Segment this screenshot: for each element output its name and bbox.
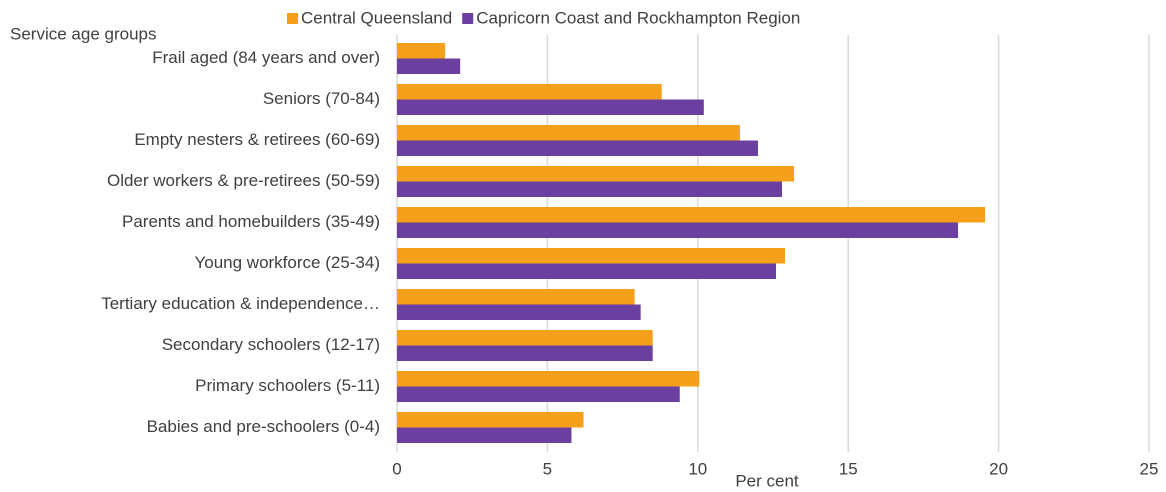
bar <box>397 412 584 428</box>
bar <box>397 84 662 100</box>
y-tick-label: Babies and pre-schoolers (0-4) <box>147 417 380 436</box>
y-tick-label: Tertiary education & independence… <box>101 294 380 313</box>
bar <box>397 125 740 141</box>
bar <box>397 140 758 156</box>
y-tick-label: Primary schoolers (5-11) <box>195 376 380 395</box>
y-tick-label: Frail aged (84 years and over) <box>152 48 380 67</box>
y-tick-label: Seniors (70-84) <box>263 89 380 108</box>
y-axis-title: Service age groups <box>10 24 156 43</box>
bar <box>397 166 795 182</box>
legend-label: Capricorn Coast and Rockhampton Region <box>476 8 800 27</box>
bar <box>397 304 641 320</box>
y-tick-label: Parents and homebuilders (35-49) <box>122 212 380 231</box>
bar <box>397 263 777 279</box>
y-tick-label: Empty nesters & retirees (60-69) <box>134 130 380 149</box>
bar <box>397 207 986 223</box>
y-tick-label: Young workforce (25-34) <box>194 253 380 272</box>
bar <box>397 248 786 264</box>
bar <box>397 43 446 59</box>
bar <box>397 58 461 74</box>
bar <box>397 330 653 346</box>
x-axis-title: Per cent <box>735 471 799 490</box>
bar <box>397 427 572 443</box>
x-tick-label: 10 <box>688 459 707 478</box>
bar <box>397 222 958 238</box>
x-tick-label: 0 <box>392 459 401 478</box>
bar <box>397 99 704 115</box>
legend-swatch <box>287 13 298 24</box>
y-tick-label: Older workers & pre-retirees (50-59) <box>107 171 380 190</box>
legend-swatch <box>462 13 474 24</box>
bar <box>397 371 700 387</box>
y-tick-label: Secondary schoolers (12-17) <box>162 335 380 354</box>
bar <box>397 386 680 402</box>
x-tick-label: 5 <box>543 459 552 478</box>
bar <box>397 181 783 197</box>
x-tick-label: 25 <box>1140 459 1159 478</box>
x-tick-label: 20 <box>989 459 1008 478</box>
x-tick-label: 15 <box>839 459 858 478</box>
bar <box>397 289 635 305</box>
bar <box>397 345 653 361</box>
legend-label: Central Queensland <box>301 8 452 27</box>
